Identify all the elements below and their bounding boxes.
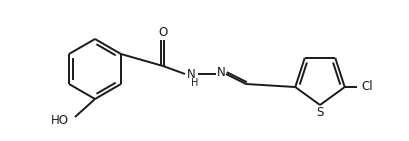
- Text: HO: HO: [51, 114, 69, 126]
- Text: N: N: [216, 67, 225, 80]
- Text: N: N: [186, 69, 195, 81]
- Text: S: S: [315, 105, 323, 118]
- Text: O: O: [158, 27, 167, 39]
- Text: H: H: [191, 78, 198, 88]
- Text: Cl: Cl: [360, 80, 372, 92]
